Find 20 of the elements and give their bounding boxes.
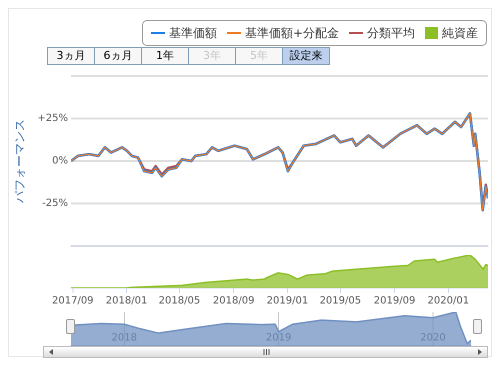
x-tick-label: 2019/01 — [266, 296, 308, 307]
x-tick-label: 2019/05 — [320, 296, 362, 307]
x-tick-label: 2018/05 — [158, 296, 200, 307]
x-tick-label: 2020/01 — [428, 296, 470, 307]
x-tick-label: 2018/01 — [106, 296, 148, 307]
x-tick-label: 2019/09 — [374, 296, 416, 307]
legend-label: 分類平均 — [367, 24, 415, 42]
legend-label: 基準価額+分配金 — [244, 24, 339, 42]
legend-label: 基準価額 — [168, 24, 217, 42]
x-tick-label: 2017/09 — [52, 296, 94, 307]
y-tick-label: 0% — [52, 156, 68, 167]
y-tick-label: +25% — [37, 113, 68, 124]
y-axis-title: パフォーマンス — [12, 119, 26, 204]
text: 設定来 — [282, 47, 330, 65]
y-tick-label: -25% — [42, 198, 68, 210]
text: 1年 — [141, 47, 189, 65]
legend-label: 純資産 — [442, 24, 478, 42]
text: 6ヵ月 — [94, 47, 142, 65]
x-tick-label: 2018/09 — [212, 296, 254, 307]
text: 3ヵ月 — [47, 47, 95, 65]
